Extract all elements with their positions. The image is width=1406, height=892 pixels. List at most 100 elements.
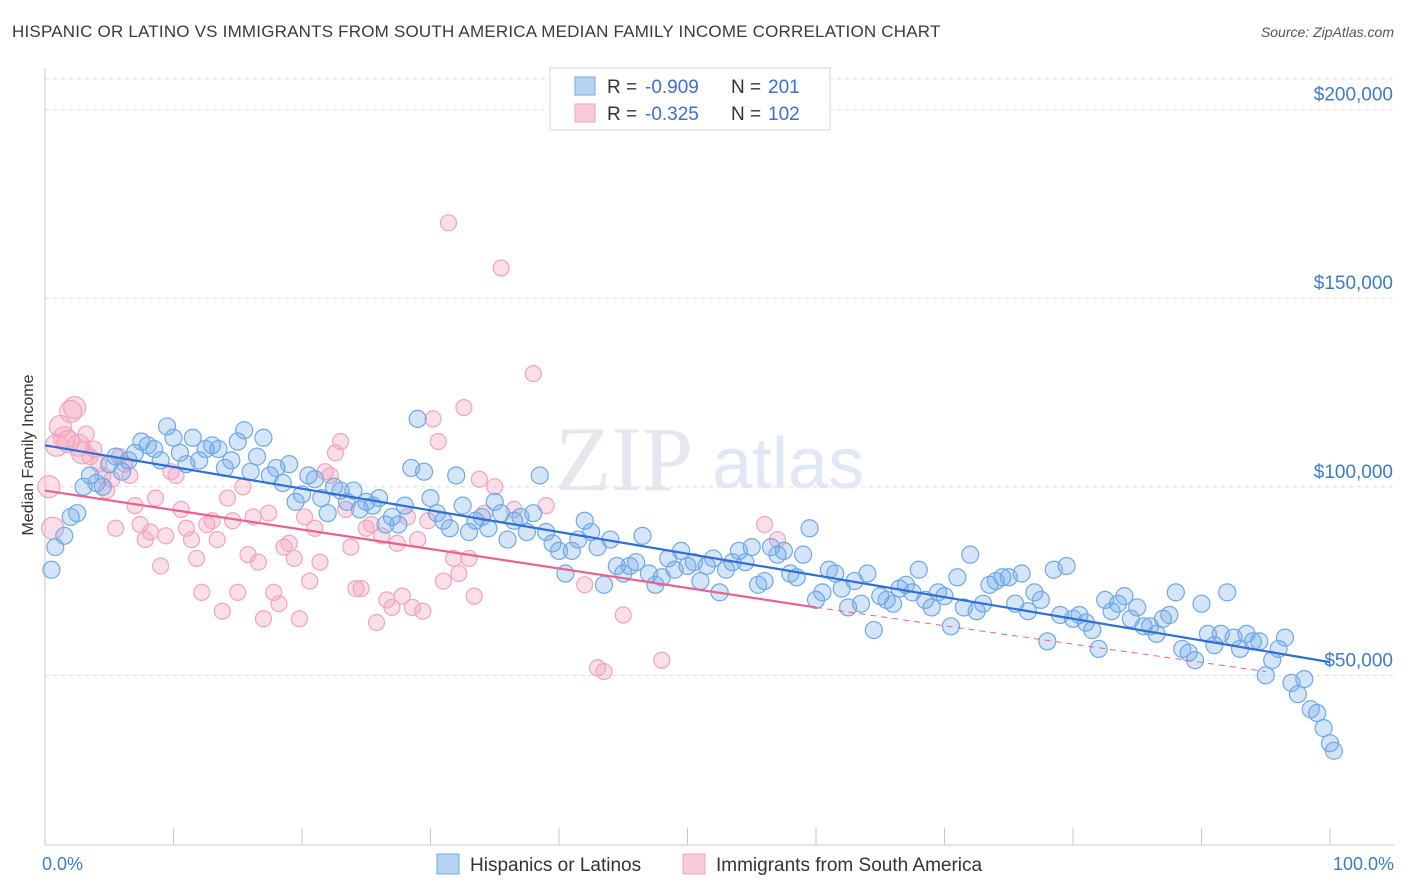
point-immigrants <box>429 432 447 451</box>
point-hispanics <box>1275 628 1295 647</box>
legend-top: R = -0.909 N = 201 R = -0.325 N = 102 <box>549 67 831 131</box>
point-hispanics <box>1192 594 1211 613</box>
point-immigrants <box>295 508 314 526</box>
point-immigrants <box>403 598 422 617</box>
point-immigrants <box>218 489 237 507</box>
y-tick-label: $150,000 <box>1314 273 1393 294</box>
point-immigrants <box>614 606 632 624</box>
source-credit: Source: ZipAtlas.com <box>1260 24 1394 40</box>
point-hispanics <box>575 511 594 530</box>
point-hispanics <box>1160 605 1179 625</box>
point-immigrants <box>188 549 206 568</box>
x-tick-label-100: 100.0% <box>1333 854 1394 874</box>
point-hispanics <box>112 462 132 481</box>
point-hispanics <box>235 421 254 440</box>
point-hispanics <box>414 462 434 481</box>
point-immigrants <box>367 613 386 632</box>
point-immigrants <box>424 410 442 428</box>
point-immigrants <box>77 425 95 443</box>
point-hispanics <box>1108 594 1128 613</box>
y-axis-label: Median Family Income <box>20 374 37 535</box>
point-hispanics <box>498 530 517 549</box>
point-hispanics <box>440 519 459 538</box>
point-immigrants <box>460 549 478 568</box>
trend-line-hispanics <box>44 444 1331 664</box>
point-immigrants <box>450 564 468 583</box>
point-hispanics <box>370 488 389 508</box>
point-hispanics <box>479 519 498 538</box>
point-immigrants <box>383 598 401 617</box>
point-immigrants <box>285 549 303 568</box>
point-immigrants <box>393 587 411 605</box>
point-hispanics <box>1115 587 1134 606</box>
point-hispanics <box>421 488 440 508</box>
point-hispanics <box>883 594 903 613</box>
point-immigrants <box>234 478 252 496</box>
point-hispanics <box>447 466 466 485</box>
point-hispanics <box>1038 632 1057 651</box>
point-hispanics <box>241 462 260 481</box>
point-hispanics <box>1102 602 1121 621</box>
point-hispanics <box>1012 564 1031 583</box>
point-hispanics <box>318 504 337 523</box>
legend-r-value-blue: -0.909 <box>645 77 699 98</box>
legend-swatch-blue <box>574 76 596 96</box>
watermark-zip: ZIP <box>555 408 693 510</box>
point-hispanics <box>1250 632 1269 651</box>
bottom-legend-swatch-pink <box>682 853 706 875</box>
point-immigrants <box>373 527 391 545</box>
legend-n-value-blue: 201 <box>768 77 800 98</box>
point-hispanics <box>530 466 549 485</box>
trend-line-immigrants <box>44 489 817 609</box>
point-hispanics <box>691 571 710 591</box>
x-tick-label-0: 0.0% <box>42 854 83 874</box>
point-immigrants <box>653 651 671 669</box>
point-hispanics <box>312 488 331 508</box>
chart-title: HISPANIC OR LATINO VS IMMIGRANTS FROM SO… <box>12 22 941 41</box>
point-immigrants <box>337 500 355 519</box>
point-immigrants <box>306 519 324 537</box>
point-hispanics <box>1089 639 1108 659</box>
y-tick-labels: $50,000 $100,000 $150,000 $200,000 <box>1314 85 1393 672</box>
point-hispanics <box>961 545 980 564</box>
point-hispanics <box>164 428 183 447</box>
point-immigrants <box>141 523 159 541</box>
legend-top-box <box>549 67 831 131</box>
point-hispanics <box>1308 703 1327 723</box>
legend-r-label-blue: R = <box>607 77 637 98</box>
point-hispanics <box>80 466 100 485</box>
point-immigrants <box>254 610 273 628</box>
trend-line-immigrants-extended <box>815 606 1266 673</box>
bottom-legend-swatch-blue <box>436 853 460 875</box>
point-immigrants <box>229 583 247 601</box>
point-hispanics <box>286 492 305 511</box>
point-immigrants <box>98 481 116 500</box>
point-hispanics <box>247 447 267 466</box>
point-hispanics <box>190 451 209 470</box>
point-hispanics <box>813 583 832 602</box>
watermark-atlas: atlas <box>712 424 864 504</box>
point-hispanics <box>633 526 652 545</box>
point-hispanics <box>280 455 299 474</box>
point-hispanics <box>562 541 581 560</box>
point-hispanics <box>1324 741 1343 760</box>
point-hispanics <box>157 417 177 436</box>
point-hispanics <box>55 526 74 545</box>
legend-r-label-pink: R = <box>607 104 637 125</box>
point-hispanics <box>145 439 164 459</box>
point-immigrants <box>524 365 542 383</box>
point-immigrants <box>347 579 365 598</box>
point-immigrants <box>311 553 329 571</box>
point-hispanics <box>68 504 87 523</box>
point-immigrants <box>486 478 504 496</box>
point-hispanics <box>93 477 112 496</box>
point-hispanics <box>922 598 941 617</box>
point-hispanics <box>170 443 190 462</box>
point-hispanics <box>1166 583 1185 602</box>
point-immigrants <box>152 557 170 575</box>
point-immigrants <box>208 530 226 549</box>
point-immigrants <box>576 576 594 594</box>
point-hispanics <box>1179 643 1198 662</box>
point-immigrants <box>157 527 175 545</box>
point-immigrants <box>414 602 432 620</box>
